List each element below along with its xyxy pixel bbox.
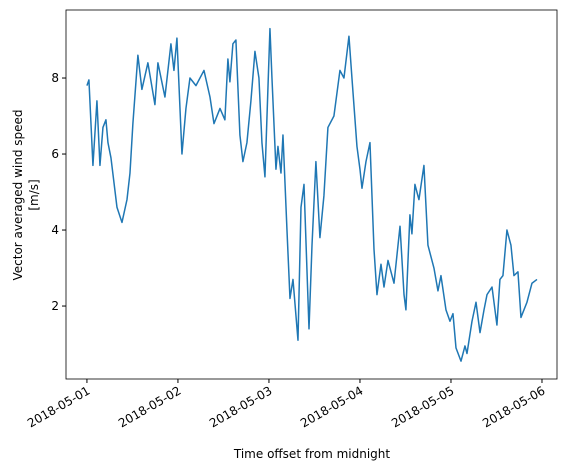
x-tick-label: 2018-05-05: [389, 383, 456, 430]
x-tick-label: 2018-05-03: [207, 383, 274, 430]
y-tick-label: 6: [51, 147, 59, 161]
x-tick-label: 2018-05-06: [480, 383, 547, 430]
x-axis-label: Time offset from midnight: [233, 447, 390, 461]
x-tick-label: 2018-05-04: [298, 383, 365, 430]
plot-frame: [65, 9, 558, 380]
x-tick-label: 2018-05-01: [25, 383, 92, 430]
y-tick-label: 8: [51, 71, 59, 85]
y-tick-label: 2: [51, 299, 59, 313]
data-line: [86, 27, 538, 362]
y-tick-label: 4: [51, 223, 59, 237]
y-axis-label: [m/s]: [27, 179, 41, 210]
y-axis-label: Vector averaged wind speed: [11, 109, 25, 280]
x-tick-label: 2018-05-02: [116, 383, 183, 430]
